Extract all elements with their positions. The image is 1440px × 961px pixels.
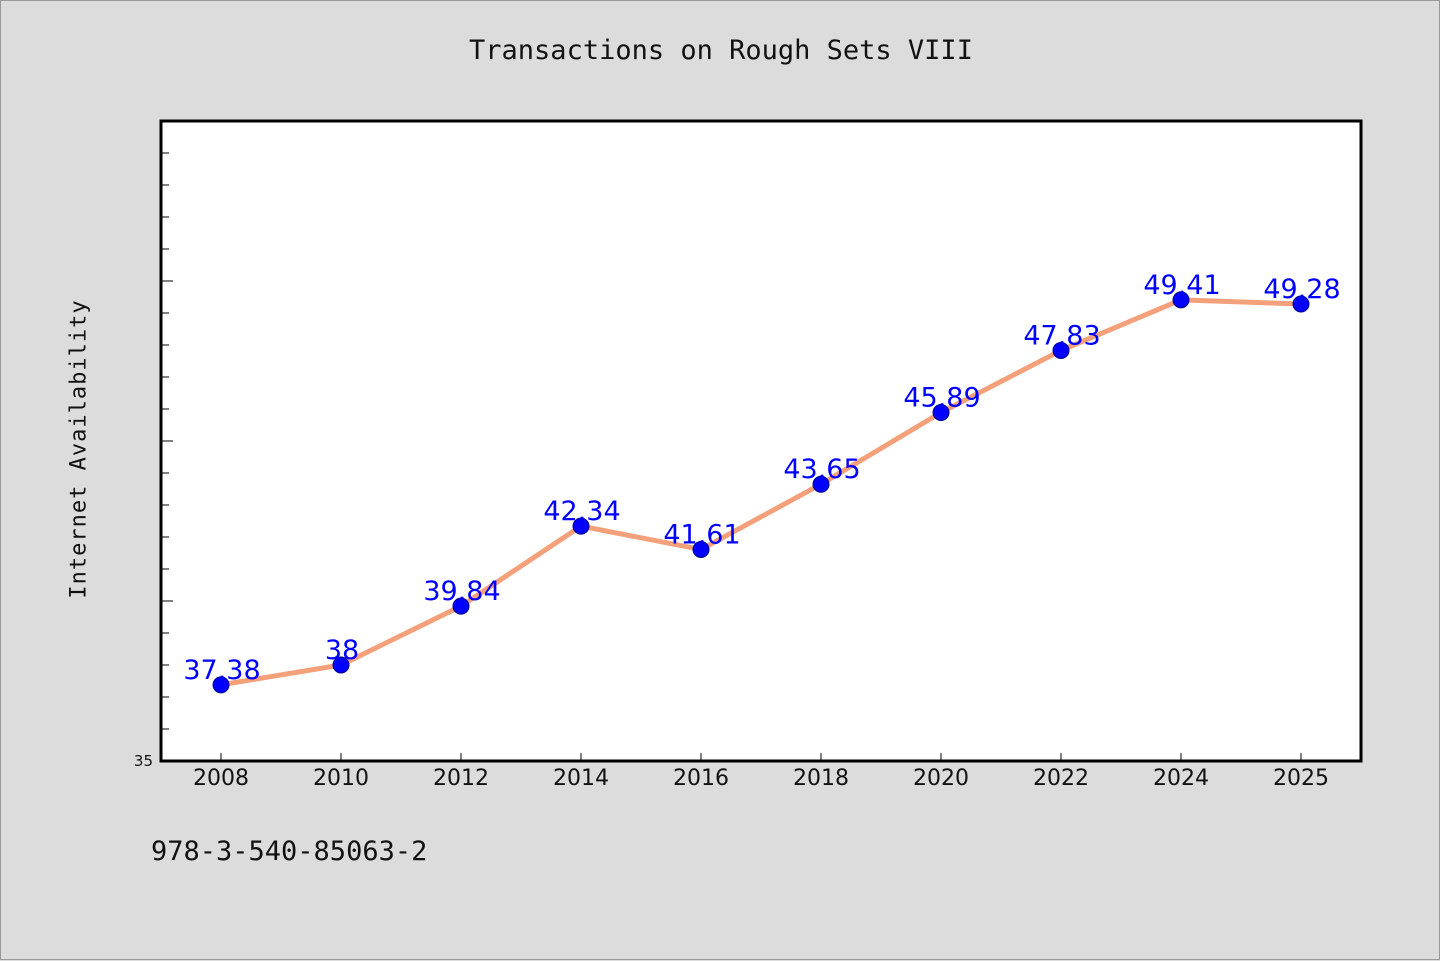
- data-point: [332, 656, 350, 674]
- data-label: 49.41: [1143, 270, 1220, 301]
- x-tick-label: 2020: [913, 766, 969, 791]
- x-tick-label: 2008: [193, 766, 249, 791]
- data-point: [1052, 341, 1070, 359]
- data-label: 49.28: [1263, 274, 1340, 305]
- x-tick-label: 2018: [793, 766, 849, 791]
- data-label: 47.83: [1023, 320, 1100, 351]
- x-tick-label: 2012: [433, 766, 489, 791]
- data-point: [932, 404, 950, 422]
- data-label: 39.84: [423, 576, 500, 607]
- y-tick-label: 35: [134, 752, 153, 770]
- data-point: [692, 540, 710, 558]
- data-point: [1172, 291, 1190, 309]
- data-point: [212, 676, 230, 694]
- isbn-text: 978-3-540-85063-2: [151, 836, 428, 867]
- data-label: 42.34: [543, 496, 620, 527]
- data-label: 37.38: [183, 655, 260, 686]
- data-point: [452, 597, 470, 615]
- data-label: 41.61: [663, 519, 740, 550]
- x-tick-label: 2014: [553, 766, 609, 791]
- x-tick-label: 2022: [1033, 766, 1089, 791]
- x-tick-label: 2025: [1273, 766, 1329, 791]
- series-line: [218, 297, 1304, 688]
- data-label: 43.65: [783, 454, 860, 485]
- data-point: [572, 517, 590, 535]
- data-point: [812, 475, 830, 493]
- x-tick-label: 2024: [1153, 766, 1209, 791]
- data-point: [1292, 295, 1310, 313]
- chart-title: Transactions on Rough Sets VIII: [469, 35, 973, 66]
- data-label: 45.89: [903, 383, 980, 414]
- data-label: 38: [325, 635, 359, 666]
- x-tick-label: 2010: [313, 766, 369, 791]
- x-tick-label: 2016: [673, 766, 729, 791]
